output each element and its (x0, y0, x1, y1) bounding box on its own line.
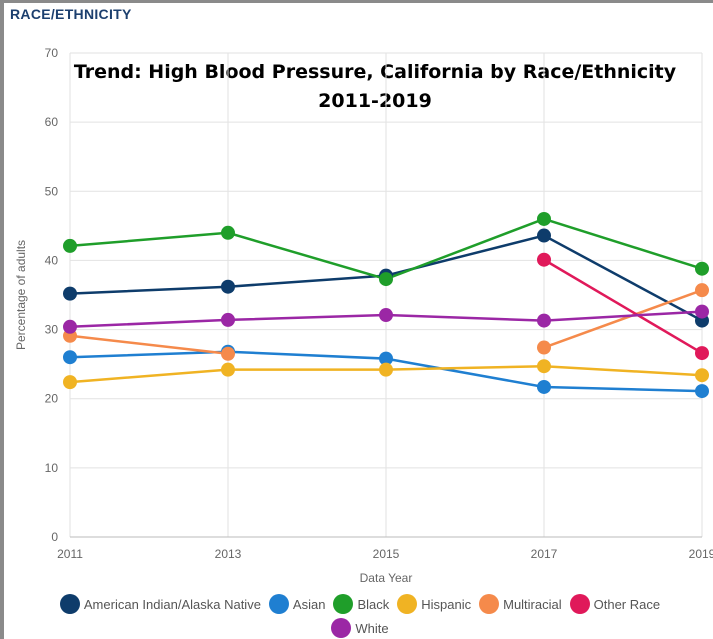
legend-label: Other Race (593, 596, 661, 612)
legend-item[interactable]: Hispanic (397, 594, 471, 614)
data-point (379, 272, 393, 287)
legend-label: Multiracial (503, 596, 562, 612)
series-line (69, 288, 703, 356)
chart: Trend: High Blood Pressure, California b… (14, 46, 713, 585)
series-line (543, 258, 703, 355)
data-point (221, 279, 235, 294)
data-point (537, 211, 551, 226)
y-tick-label: 20 (45, 392, 59, 406)
x-axis-label: Data Year (360, 571, 413, 585)
legend-marker (268, 594, 289, 614)
data-point (221, 362, 235, 377)
y-tick-label: 30 (45, 323, 59, 337)
y-tick-label: 50 (45, 184, 59, 198)
y-tick-label: 10 (45, 461, 59, 475)
chart-subtitle: 2011-2019 (318, 90, 432, 112)
data-point (695, 368, 709, 383)
data-point (537, 228, 551, 243)
legend-marker (479, 594, 500, 614)
legend-label: White (355, 620, 389, 636)
legend: American Indian/Alaska Native Asian Black H… (30, 594, 690, 638)
legend-label: Asian (292, 596, 326, 612)
y-tick-label: 70 (45, 46, 59, 60)
x-tick-label: 2011 (57, 547, 83, 561)
legend-item[interactable]: Black (333, 594, 389, 614)
data-point (695, 346, 709, 361)
chart-title: Trend: High Blood Pressure, California b… (74, 61, 677, 83)
legend-label: American Indian/Alaska Native (83, 596, 261, 612)
data-point (537, 340, 551, 355)
y-tick-label: 60 (45, 115, 59, 129)
data-point (379, 362, 393, 377)
legend-marker (397, 594, 418, 614)
data-point (695, 304, 709, 319)
data-point (63, 350, 77, 365)
section-header: RACE/ETHNICITY (10, 6, 132, 22)
data-point (379, 308, 393, 323)
data-point (221, 225, 235, 240)
data-point (63, 286, 77, 301)
data-point (537, 252, 551, 267)
data-point (695, 261, 709, 276)
grid (69, 52, 703, 538)
data-point (221, 312, 235, 327)
data-point (695, 384, 709, 399)
legend-marker (333, 594, 354, 614)
data-point (537, 359, 551, 374)
data-point (537, 313, 551, 328)
x-tick-label: 2019 (689, 547, 713, 561)
data-point (695, 283, 709, 298)
data-point (379, 351, 393, 366)
y-tick-label: 40 (45, 253, 59, 267)
data-point (221, 346, 235, 361)
y-tick-label: 0 (51, 530, 58, 544)
legend-item[interactable]: Multiracial (479, 594, 562, 614)
y-axis-label: Percentage of adults (14, 240, 28, 350)
legend-item[interactable]: Asian (268, 594, 326, 614)
data-point (537, 379, 551, 394)
legend-marker (331, 618, 352, 638)
x-tick-label: 2013 (215, 547, 242, 561)
legend-item[interactable]: Other Race (569, 594, 661, 614)
x-tick-label: 2015 (373, 547, 400, 561)
x-tick-label: 2017 (531, 547, 558, 561)
legend-item[interactable]: White (331, 618, 389, 638)
legend-marker (59, 594, 80, 614)
legend-item[interactable]: American Indian/Alaska Native (59, 594, 261, 614)
data-point (63, 319, 77, 334)
legend-label: Black (357, 596, 390, 612)
legend-marker (569, 594, 590, 614)
legend-label: Hispanic (421, 596, 472, 612)
data-point (63, 375, 77, 390)
data-point (63, 238, 77, 253)
